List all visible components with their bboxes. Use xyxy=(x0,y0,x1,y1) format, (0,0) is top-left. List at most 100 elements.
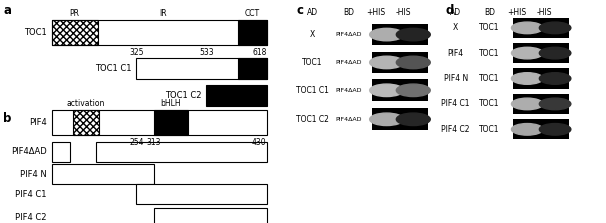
Bar xyxy=(52,164,154,184)
Bar xyxy=(154,208,267,223)
Bar xyxy=(399,79,428,101)
Text: X: X xyxy=(453,23,458,32)
Text: TOC1 C1: TOC1 C1 xyxy=(296,86,329,95)
Bar xyxy=(238,58,267,79)
Circle shape xyxy=(539,47,571,59)
Text: TOC1 C1: TOC1 C1 xyxy=(95,64,132,73)
Text: TOC1: TOC1 xyxy=(479,125,500,134)
Circle shape xyxy=(511,124,543,135)
Bar xyxy=(52,110,267,135)
Text: PR: PR xyxy=(70,9,79,18)
Text: +HIS: +HIS xyxy=(507,8,527,17)
Text: b: b xyxy=(3,112,12,124)
Text: 325: 325 xyxy=(129,48,144,57)
Text: PIF4 C1: PIF4 C1 xyxy=(15,190,47,199)
Bar xyxy=(513,18,541,38)
Bar xyxy=(96,142,267,162)
Text: 313: 313 xyxy=(147,138,161,147)
Circle shape xyxy=(539,124,571,135)
Bar xyxy=(52,20,267,45)
Text: AD: AD xyxy=(450,8,461,17)
Circle shape xyxy=(370,56,404,69)
Text: PIF4ΔAD: PIF4ΔAD xyxy=(335,32,362,37)
Text: 533: 533 xyxy=(199,48,214,57)
Text: X: X xyxy=(310,30,315,39)
Text: AD: AD xyxy=(307,8,318,17)
Text: PIF4 N: PIF4 N xyxy=(444,74,468,83)
Text: a: a xyxy=(3,4,11,17)
Text: 430: 430 xyxy=(252,138,267,147)
Text: PIF4ΔAD: PIF4ΔAD xyxy=(335,117,362,122)
Bar xyxy=(399,52,428,73)
Circle shape xyxy=(396,56,430,69)
Bar xyxy=(238,20,267,45)
Bar xyxy=(52,20,98,45)
Text: PIF4: PIF4 xyxy=(448,49,464,58)
Text: TOC1: TOC1 xyxy=(479,74,500,83)
Circle shape xyxy=(396,113,430,126)
Bar xyxy=(372,52,401,73)
Text: PIF4ΔAD: PIF4ΔAD xyxy=(11,147,47,156)
Circle shape xyxy=(511,22,543,34)
Bar xyxy=(372,79,401,101)
Bar xyxy=(372,108,401,130)
Bar xyxy=(541,43,569,63)
Text: -HIS: -HIS xyxy=(536,8,552,17)
Text: PIF4: PIF4 xyxy=(29,118,47,127)
Text: BD: BD xyxy=(484,8,495,17)
Text: TOC1: TOC1 xyxy=(479,99,500,108)
Bar xyxy=(73,110,99,135)
Bar xyxy=(73,110,99,135)
Text: PIF4 N: PIF4 N xyxy=(20,170,47,179)
Bar xyxy=(136,184,267,204)
Text: bHLH: bHLH xyxy=(161,99,181,108)
Bar xyxy=(513,43,541,63)
Bar xyxy=(136,58,267,79)
Circle shape xyxy=(511,73,543,84)
Text: c: c xyxy=(297,4,304,17)
Bar xyxy=(154,110,188,135)
Bar xyxy=(513,68,541,89)
Text: PIF4 C2: PIF4 C2 xyxy=(441,125,470,134)
Circle shape xyxy=(370,28,404,41)
Circle shape xyxy=(396,84,430,97)
Bar xyxy=(513,119,541,139)
Circle shape xyxy=(539,73,571,84)
Bar xyxy=(372,24,401,45)
Bar xyxy=(52,142,70,162)
Text: 618: 618 xyxy=(252,48,267,57)
Text: TOC1: TOC1 xyxy=(24,28,47,37)
Circle shape xyxy=(539,22,571,34)
Text: +HIS: +HIS xyxy=(366,8,385,17)
Circle shape xyxy=(370,113,404,126)
Text: -HIS: -HIS xyxy=(395,8,411,17)
Text: activation: activation xyxy=(67,99,105,108)
Bar xyxy=(541,94,569,114)
Circle shape xyxy=(396,28,430,41)
Text: PIF4ΔAD: PIF4ΔAD xyxy=(335,60,362,65)
Text: d: d xyxy=(445,4,454,17)
Text: TOC1: TOC1 xyxy=(302,58,323,67)
Circle shape xyxy=(511,47,543,59)
Bar xyxy=(541,68,569,89)
Bar xyxy=(513,94,541,114)
Bar xyxy=(541,18,569,38)
Circle shape xyxy=(511,98,543,110)
Text: PIF4ΔAD: PIF4ΔAD xyxy=(335,88,362,93)
Bar xyxy=(541,119,569,139)
Text: PIF4 C2: PIF4 C2 xyxy=(15,213,47,222)
Text: TOC1: TOC1 xyxy=(479,23,500,32)
Circle shape xyxy=(370,84,404,97)
Text: TOC1: TOC1 xyxy=(479,49,500,58)
Text: 254: 254 xyxy=(129,138,144,147)
Text: TOC1 C2: TOC1 C2 xyxy=(165,91,202,100)
Text: PIF4 C1: PIF4 C1 xyxy=(441,99,470,108)
Bar xyxy=(399,108,428,130)
Bar xyxy=(399,24,428,45)
Bar xyxy=(52,20,98,45)
Text: TOC1 C2: TOC1 C2 xyxy=(296,115,329,124)
Bar xyxy=(207,85,267,106)
Text: BD: BD xyxy=(343,8,354,17)
Text: CCT: CCT xyxy=(245,9,260,18)
Text: IR: IR xyxy=(159,9,167,18)
